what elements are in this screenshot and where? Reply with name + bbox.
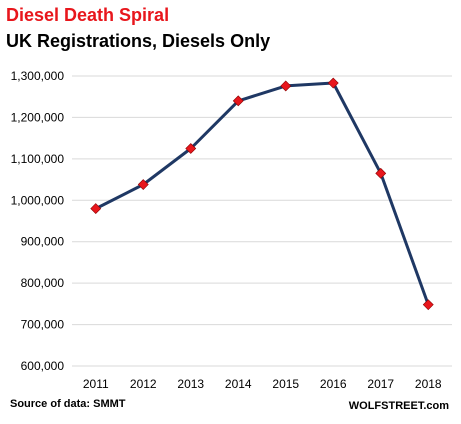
x-tick-label: 2013 [177,377,204,391]
y-axis-tick-labels: 600,000 700,000 800,000 900,000 1,000,000 1,1… [11,69,65,373]
site-credit: WOLFSTREET.com [348,400,449,412]
y-tick-label: 700,000 [21,318,65,332]
x-tick-label: 2017 [367,377,394,391]
y-tick-label: 1,200,000 [11,110,65,124]
x-tick-label: 2011 [83,377,109,391]
x-tick-label: 2018 [415,377,442,391]
y-tick-label: 1,100,000 [11,152,65,166]
data-point-marker [422,299,434,311]
x-axis-tick-labels: 2011 2012 2013 2014 2015 2016 2017 2018 [83,377,442,391]
x-tick-label: 2012 [130,377,157,391]
data-point-marker [327,77,339,89]
x-tick-label: 2016 [320,377,347,391]
x-tick-label: 2015 [272,377,299,391]
data-point-marker [185,143,197,154]
data-point-marker [232,95,244,107]
gridlines [72,75,452,367]
y-tick-label: 800,000 [21,276,65,290]
chart-subtitle: UK Registrations, Diesels Only [6,31,271,51]
x-tick-label: 2014 [225,377,252,391]
y-tick-label: 600,000 [21,359,65,373]
data-point-marker [280,80,292,92]
markers-layer [90,77,434,311]
chart-title: Diesel Death Spiral [6,5,170,25]
y-tick-label: 1,300,000 [11,69,65,83]
series-layer [95,81,430,306]
series-line [95,81,430,306]
data-point-marker [137,179,149,190]
y-tick-label: 1,000,000 [11,193,65,207]
source-note: Source of data: SMMT [10,398,126,410]
data-point-marker [375,167,387,179]
data-point-marker [90,203,102,214]
y-tick-label: 900,000 [21,235,65,249]
